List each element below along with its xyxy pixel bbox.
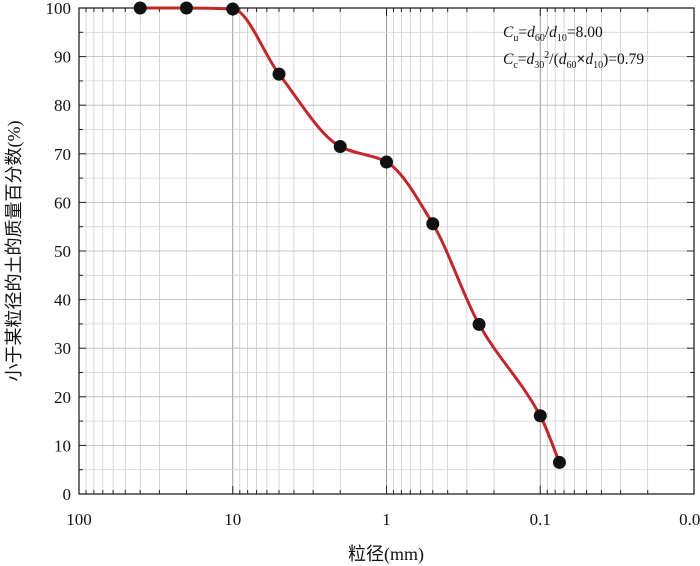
grid <box>78 7 695 495</box>
x-tick-label: 0.1 <box>530 510 551 529</box>
annotation-cu: Cu=d60/d10=8.00 <box>503 24 603 44</box>
x-tick-label: 1 <box>382 510 391 529</box>
data-point <box>272 67 286 81</box>
data-point <box>533 409 547 423</box>
x-tick-label: 100 <box>66 510 92 529</box>
y-tick-label: 100 <box>46 0 72 18</box>
y-tick-label: 40 <box>54 291 71 310</box>
y-axis-label: 小于某粒径的土的质量百分数(%) <box>4 121 25 382</box>
data-point <box>426 217 440 231</box>
data-points <box>133 1 566 469</box>
data-point <box>226 2 240 16</box>
y-tick-label: 20 <box>54 388 71 407</box>
data-point <box>472 317 486 331</box>
data-point <box>133 1 147 15</box>
y-tick-label: 60 <box>54 193 71 212</box>
y-tick-label: 10 <box>54 436 71 455</box>
axis-ticks <box>78 7 695 495</box>
y-tick-label: 30 <box>54 339 71 358</box>
y-tick-label: 70 <box>54 145 71 164</box>
data-point <box>333 140 347 154</box>
y-tick-label: 80 <box>54 96 71 115</box>
x-axis-tick-labels: 100 10 1 0.1 0.01 <box>66 510 700 529</box>
data-point <box>380 155 393 169</box>
y-tick-label: 90 <box>54 48 71 67</box>
data-point <box>179 1 193 15</box>
annotation-cc: Cc=d302/(d60×d10)=0.79 <box>503 50 644 71</box>
y-tick-label: 0 <box>63 485 72 504</box>
x-axis-label: 粒径(mm) <box>348 544 424 565</box>
x-tick-label: 0.01 <box>679 510 700 529</box>
series-curve <box>140 6 561 463</box>
y-axis-tick-labels: 0 10 20 30 40 50 60 70 80 90 100 <box>46 0 72 504</box>
data-point <box>552 455 566 469</box>
x-tick-label: 10 <box>224 510 241 529</box>
y-tick-label: 50 <box>54 242 71 261</box>
